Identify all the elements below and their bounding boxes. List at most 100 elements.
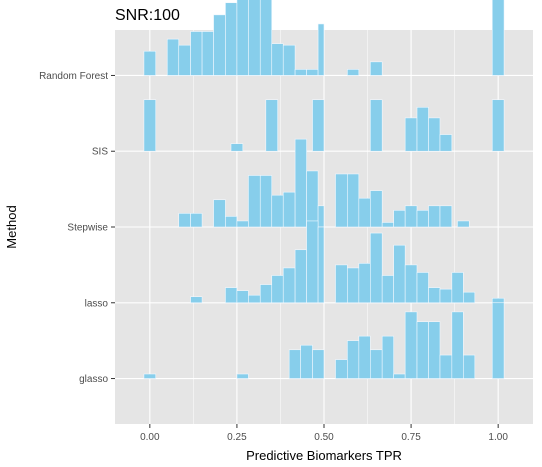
- ridge-sis: [143, 99, 505, 152]
- histogram-bin: [491, 297, 505, 304]
- histogram-bin: [347, 69, 360, 76]
- histogram-bin: [335, 173, 348, 228]
- histogram-bin: [491, 302, 505, 379]
- histogram-bin: [439, 134, 453, 152]
- histogram-bin: [457, 220, 470, 228]
- histogram-bin: [271, 275, 284, 304]
- histogram-bin: [248, 294, 261, 304]
- histogram-bin: [306, 69, 319, 76]
- histogram-bin: [370, 190, 383, 228]
- histogram-bin: [282, 44, 296, 76]
- ridge-lasso: [190, 220, 505, 304]
- histogram-bin: [143, 373, 157, 379]
- x-tick-label: 0.00: [140, 432, 160, 443]
- x-tick-label: 0.50: [314, 432, 334, 443]
- histogram-bin: [236, 290, 249, 304]
- histogram-bin: [451, 311, 464, 379]
- histogram-bin: [416, 272, 429, 304]
- histogram-bin: [178, 44, 191, 76]
- histogram-bin: [404, 205, 418, 228]
- histogram-bin: [248, 175, 261, 228]
- ridges: [143, 0, 505, 379]
- y-tick-label: lasso: [85, 298, 109, 309]
- histogram-bin: [463, 291, 476, 304]
- histogram-bin: [358, 263, 371, 304]
- histogram-bin: [381, 335, 394, 379]
- ridge-random-forest: [143, 0, 505, 76]
- histogram-bin: [416, 321, 429, 379]
- histogram-bin: [190, 296, 203, 304]
- histogram-bin: [370, 232, 383, 304]
- y-axis: glasso lasso Stepwise SIS Random Forest: [39, 71, 115, 385]
- histogram-bin: [213, 199, 226, 228]
- y-tick-label: glasso: [79, 374, 108, 385]
- histogram-bin: [428, 117, 441, 152]
- histogram-bin: [166, 38, 180, 76]
- histogram-bin: [381, 275, 394, 304]
- histogram-bin: [294, 69, 307, 76]
- histogram-bin: [190, 213, 203, 228]
- histogram-bin: [347, 340, 360, 379]
- histogram-bin: [294, 249, 307, 304]
- histogram-bin: [317, 205, 325, 228]
- x-axis-title: Predictive Biomarkers TPR: [246, 448, 402, 463]
- histogram-bin: [213, 14, 226, 76]
- histogram-bin: [271, 43, 284, 76]
- x-tick-label: 1.00: [488, 432, 508, 443]
- histogram-bin: [190, 31, 203, 76]
- histogram-bin: [312, 349, 325, 379]
- histogram-bin: [312, 99, 325, 152]
- x-axis: 0.00 0.25 0.50 0.75 1.00: [140, 424, 508, 443]
- ridge-glasso: [143, 302, 505, 379]
- histogram-bin: [439, 354, 453, 379]
- histogram-bin: [265, 99, 278, 152]
- histogram-bin: [225, 287, 238, 304]
- histogram-bin: [428, 287, 441, 304]
- histogram-bin: [404, 117, 418, 152]
- histogram-bin: [347, 267, 360, 304]
- histogram-bin: [370, 349, 383, 379]
- histogram-bin: [370, 99, 383, 152]
- histogram-bin: [236, 0, 249, 76]
- histogram-bin: [259, 284, 273, 304]
- histogram-bin: [317, 23, 325, 76]
- histogram-bin: [335, 264, 348, 304]
- histogram-bin: [428, 205, 441, 228]
- histogram-bin: [143, 99, 157, 152]
- y-axis-title: Method: [4, 205, 19, 248]
- histogram-bin: [491, 0, 505, 76]
- histogram-bin: [294, 138, 307, 228]
- y-tick-label: Stepwise: [67, 223, 108, 234]
- histogram-bin: [317, 226, 325, 304]
- histogram-bin: [404, 264, 418, 304]
- histogram-bin: [259, 175, 273, 228]
- histogram-bin: [201, 31, 214, 76]
- x-tick-label: 0.25: [227, 432, 247, 443]
- histogram-bin: [416, 210, 429, 228]
- histogram-bin: [451, 272, 464, 304]
- histogram-bin: [463, 354, 476, 379]
- histogram-bin: [225, 2, 238, 76]
- histogram-bin: [358, 197, 371, 228]
- histogram-bin: [230, 143, 244, 152]
- histogram-bin: [306, 170, 319, 228]
- histogram-bin: [439, 288, 453, 304]
- histogram-bin: [393, 373, 406, 379]
- histogram-bin: [288, 349, 301, 379]
- chart-title: SNR:100: [115, 7, 180, 24]
- histogram-bin: [236, 373, 249, 379]
- histogram-bin: [143, 50, 157, 76]
- histogram-bin: [393, 210, 406, 228]
- histogram-bin: [300, 344, 313, 379]
- y-tick-label: SIS: [92, 147, 108, 158]
- histogram-bin: [347, 173, 360, 228]
- y-tick-label: Random Forest: [39, 71, 108, 82]
- histogram-bin: [370, 61, 383, 76]
- histogram-bin: [335, 359, 348, 379]
- histogram-bin: [282, 267, 296, 304]
- histogram-bin: [271, 194, 284, 228]
- histogram-bin: [439, 205, 453, 228]
- histogram-bin: [225, 216, 238, 228]
- histogram-bin: [491, 99, 505, 152]
- histogram-bin: [282, 191, 296, 228]
